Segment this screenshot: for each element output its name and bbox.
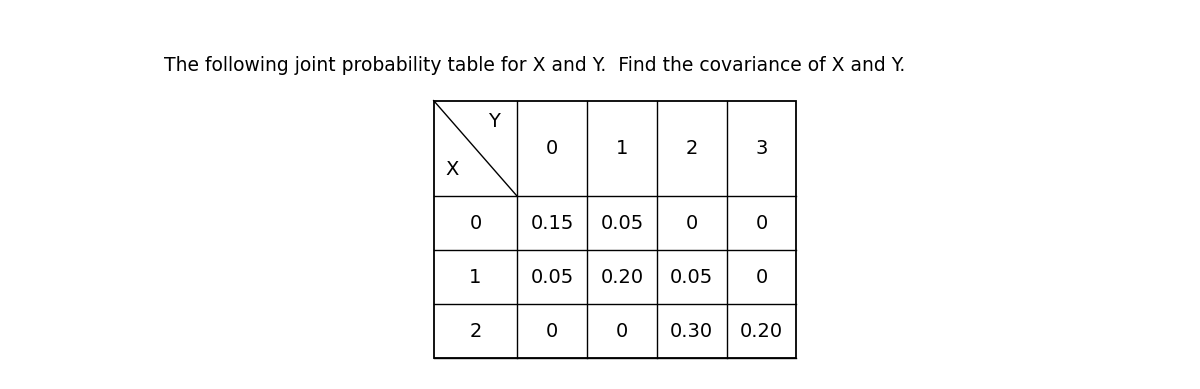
Text: X: X xyxy=(445,160,458,179)
Text: 2: 2 xyxy=(469,322,481,341)
Text: 0: 0 xyxy=(755,268,768,287)
Text: 0.15: 0.15 xyxy=(530,214,574,233)
Text: 0.30: 0.30 xyxy=(670,322,713,341)
Text: Y: Y xyxy=(488,112,500,131)
Text: 0.20: 0.20 xyxy=(740,322,784,341)
Text: 1: 1 xyxy=(469,268,481,287)
Text: The following joint probability table for X and Y.  Find the covariance of X and: The following joint probability table fo… xyxy=(164,56,905,75)
Text: 0.20: 0.20 xyxy=(600,268,643,287)
Text: 3: 3 xyxy=(755,139,768,158)
Text: 0: 0 xyxy=(616,322,628,341)
Text: 2: 2 xyxy=(685,139,698,158)
Text: 0: 0 xyxy=(469,214,481,233)
Text: 0.05: 0.05 xyxy=(670,268,713,287)
Text: 0: 0 xyxy=(546,322,558,341)
Text: 1: 1 xyxy=(616,139,628,158)
Text: 0: 0 xyxy=(755,214,768,233)
Text: 0.05: 0.05 xyxy=(600,214,643,233)
Text: 0.05: 0.05 xyxy=(530,268,574,287)
Text: 0: 0 xyxy=(685,214,698,233)
Text: 0: 0 xyxy=(546,139,558,158)
